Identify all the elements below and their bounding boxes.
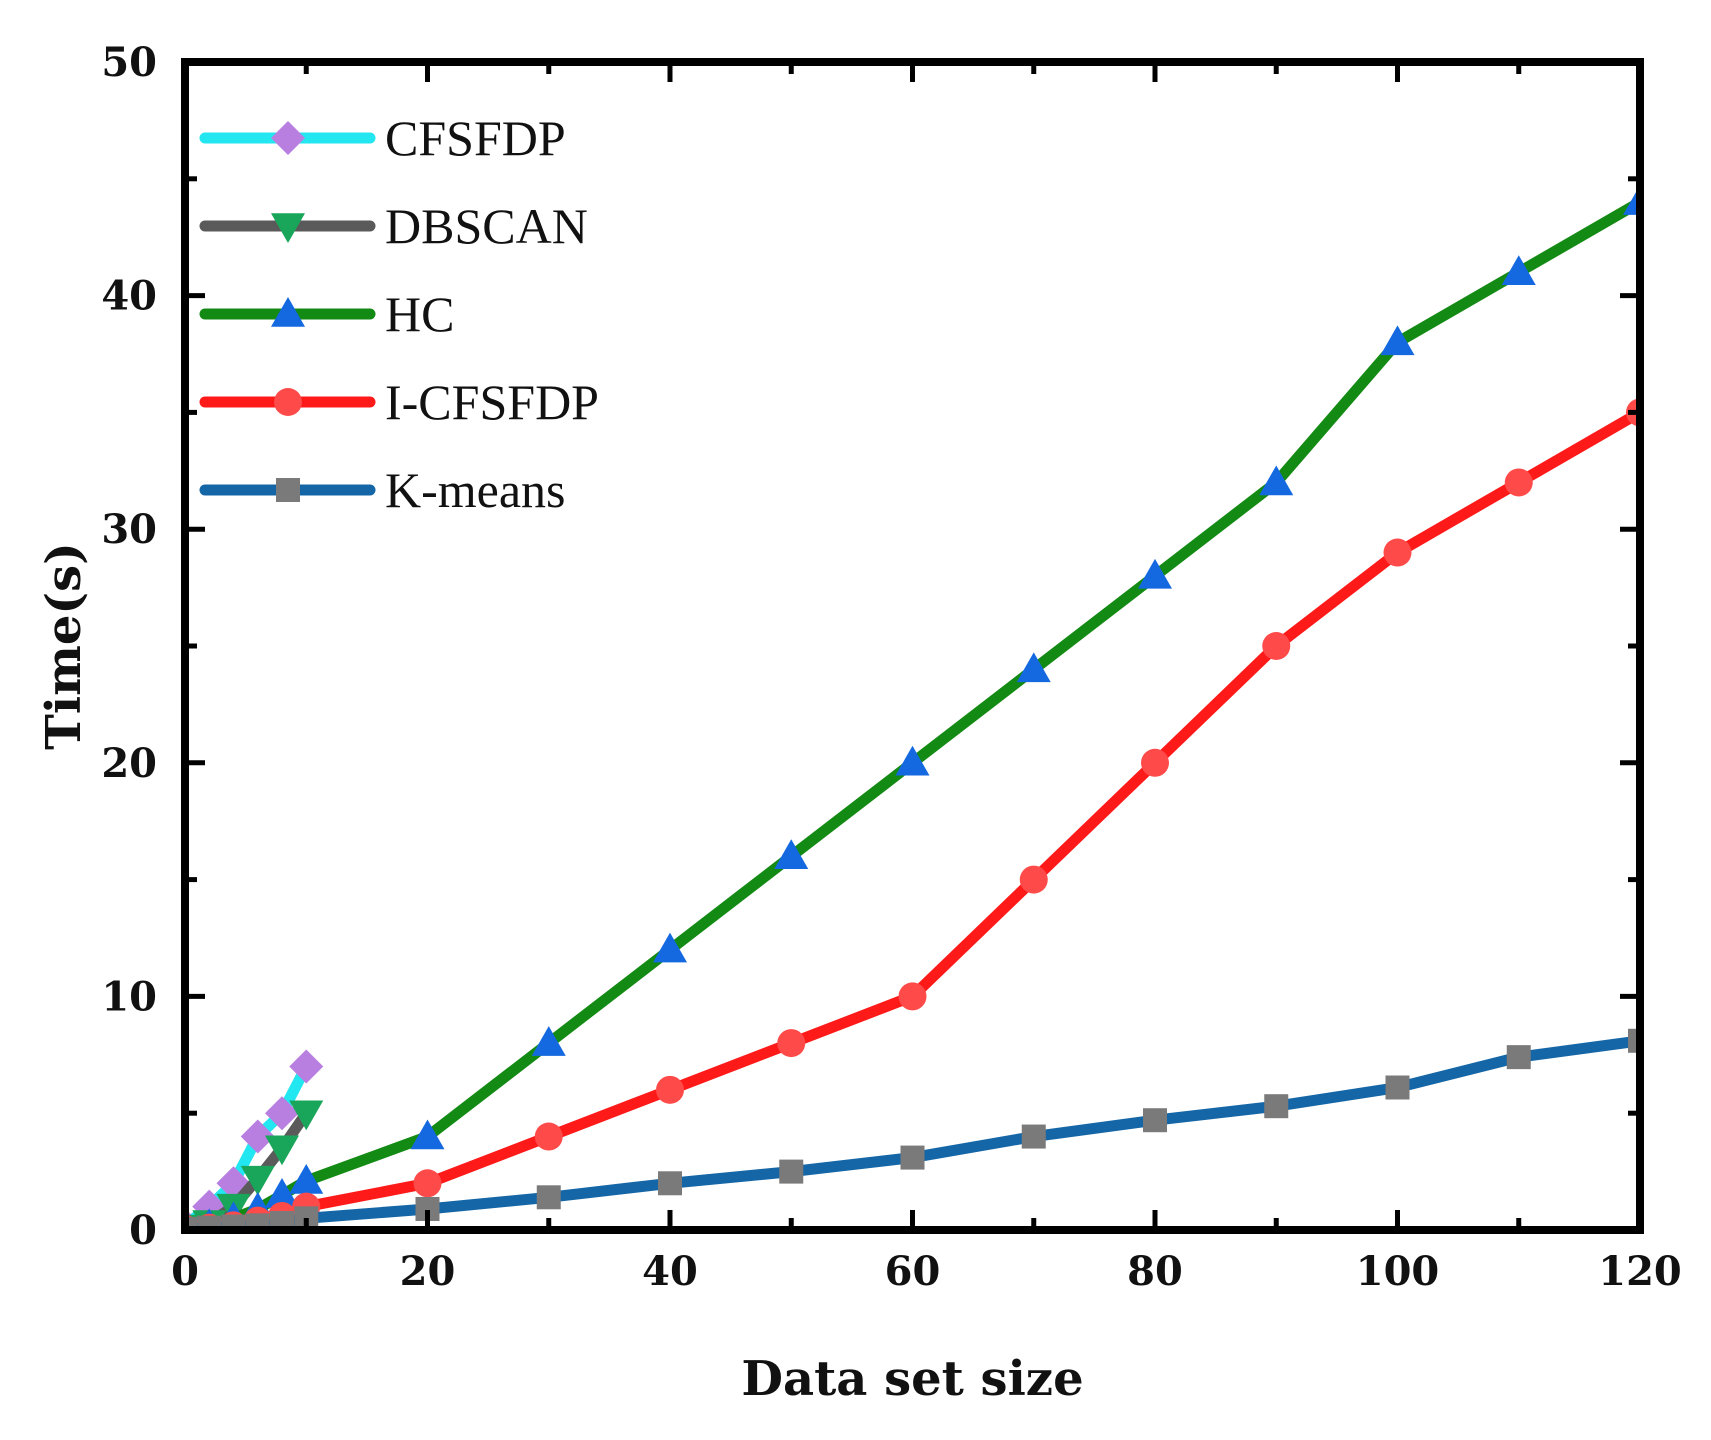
x-tick-label: 40 bbox=[642, 1248, 698, 1295]
series-layer bbox=[185, 185, 1640, 1230]
legend-item-hc: HC bbox=[199, 286, 454, 342]
y-tick-label: 50 bbox=[101, 39, 157, 86]
data-point-k-means bbox=[900, 1145, 925, 1170]
legend-label-dbscan: DBSCAN bbox=[385, 198, 588, 254]
legend-item-cfsfdp: CFSFDP bbox=[199, 110, 566, 166]
series-line-i-cfsfdp bbox=[185, 406, 1640, 1230]
data-point-hc bbox=[1016, 652, 1051, 683]
data-point-i-cfsfdp bbox=[656, 1075, 684, 1104]
data-point-hc bbox=[1259, 465, 1294, 496]
data-point-k-means bbox=[270, 1210, 294, 1230]
legend-item-dbscan: DBSCAN bbox=[199, 198, 588, 254]
data-point-hc bbox=[1501, 255, 1536, 285]
series-k-means bbox=[185, 1028, 1640, 1230]
legend-marker-k-means bbox=[276, 478, 300, 502]
data-point-i-cfsfdp bbox=[534, 1122, 563, 1151]
series-line-k-means bbox=[185, 1035, 1640, 1230]
x-tick-label: 80 bbox=[1127, 1248, 1183, 1295]
series-line-hc bbox=[185, 196, 1640, 1230]
data-point-k-means bbox=[779, 1159, 804, 1184]
data-point-i-cfsfdp bbox=[1141, 748, 1169, 777]
data-point-hc bbox=[774, 839, 809, 869]
data-point-hc bbox=[289, 1163, 324, 1194]
data-point-k-means bbox=[1143, 1108, 1167, 1133]
data-point-hc bbox=[1623, 185, 1640, 215]
y-axis-title: Time(s) bbox=[36, 542, 92, 750]
data-point-cfsfdp bbox=[289, 1049, 324, 1084]
legend-marker-dbscan bbox=[271, 213, 305, 243]
y-tick-label: 20 bbox=[101, 740, 157, 787]
data-point-cfsfdp bbox=[265, 1096, 299, 1131]
data-point-k-means bbox=[1506, 1045, 1531, 1070]
data-point-i-cfsfdp bbox=[1504, 468, 1533, 497]
x-tick-label: 100 bbox=[1356, 1248, 1440, 1295]
legend-item-k-means: K-means bbox=[199, 462, 566, 518]
data-point-hc bbox=[265, 1177, 299, 1208]
data-point-i-cfsfdp bbox=[1262, 632, 1291, 660]
data-point-k-means bbox=[536, 1185, 561, 1210]
legend: CFSFDP DBSCAN HC I-CFSFDP K-means bbox=[199, 110, 599, 518]
data-point-i-cfsfdp bbox=[898, 982, 927, 1011]
data-point-hc bbox=[653, 932, 687, 963]
y-tick-label: 30 bbox=[101, 506, 157, 553]
x-axis-title: Data set size bbox=[741, 1351, 1083, 1407]
legend-label-cfsfdp: CFSFDP bbox=[385, 110, 566, 166]
data-point-k-means bbox=[1385, 1075, 1410, 1100]
data-point-hc bbox=[410, 1119, 445, 1150]
legend-item-i-cfsfdp: I-CFSFDP bbox=[199, 374, 599, 430]
x-tick-label: 20 bbox=[400, 1248, 456, 1295]
data-point-dbscan bbox=[265, 1135, 299, 1166]
data-point-hc bbox=[1380, 325, 1415, 356]
y-tick-label: 0 bbox=[129, 1207, 157, 1254]
legend-label-hc: HC bbox=[385, 286, 454, 342]
data-point-k-means bbox=[1021, 1124, 1046, 1149]
data-point-hc bbox=[895, 745, 930, 776]
axis-ticks: 0 20 40 60 80 100 120 0 10 20 30 40 50 bbox=[101, 39, 1681, 1295]
legend-label-i-cfsfdp: I-CFSFDP bbox=[385, 374, 599, 430]
data-point-dbscan bbox=[289, 1100, 324, 1131]
series-i-cfsfdp bbox=[185, 398, 1640, 1230]
x-tick-label: 120 bbox=[1598, 1248, 1682, 1295]
legend-marker-i-cfsfdp bbox=[274, 388, 302, 416]
legend-label-k-means: K-means bbox=[385, 462, 566, 518]
data-point-k-means bbox=[658, 1171, 682, 1196]
legend-marker-hc bbox=[271, 297, 305, 327]
y-tick-label: 40 bbox=[101, 273, 157, 320]
data-point-hc bbox=[531, 1026, 566, 1056]
data-point-cfsfdp bbox=[240, 1119, 275, 1154]
x-tick-label: 0 bbox=[171, 1248, 199, 1295]
data-point-i-cfsfdp bbox=[1019, 865, 1048, 894]
data-point-k-means bbox=[1264, 1094, 1289, 1119]
y-tick-label: 10 bbox=[101, 973, 157, 1020]
data-point-hc bbox=[1138, 558, 1172, 589]
legend-marker-cfsfdp bbox=[271, 121, 305, 155]
data-point-i-cfsfdp bbox=[1383, 538, 1412, 567]
data-point-k-means bbox=[245, 1213, 270, 1230]
x-tick-label: 60 bbox=[885, 1248, 941, 1295]
data-point-dbscan bbox=[240, 1165, 275, 1196]
data-point-i-cfsfdp bbox=[413, 1169, 442, 1198]
data-point-i-cfsfdp bbox=[777, 1029, 806, 1058]
